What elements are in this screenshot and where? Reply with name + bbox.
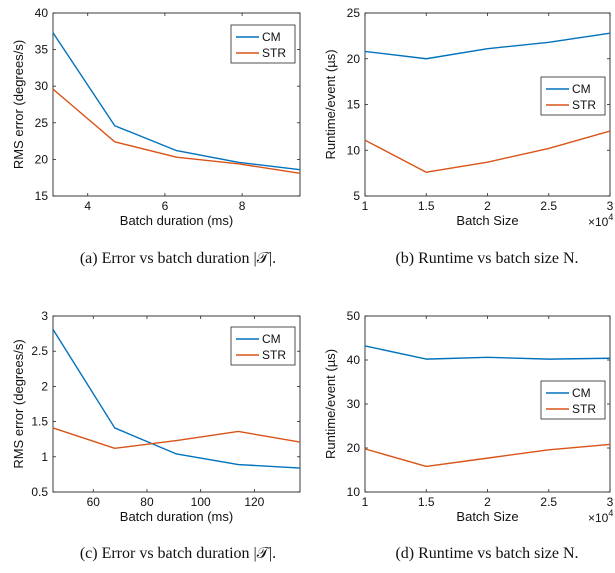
y-tick-label: 3 <box>41 309 48 323</box>
legend: CM STR <box>230 24 296 64</box>
chart-b: 1 1.5 2 2.5 3 5 10 15 20 25 Batch Size Runtime/even… <box>323 6 614 267</box>
x-axis-label: Batch duration (ms) <box>120 213 233 228</box>
chart-c: 60 80 100 120 0.5 1 1.5 2 2.5 3 Batch duration (ms… <box>11 309 301 562</box>
y-tick-label: 10 <box>347 485 361 499</box>
legend-label-cm: CM <box>262 332 281 346</box>
y-axis-label: RMS error (degrees/s) <box>11 339 26 468</box>
legend: CM STR <box>540 380 606 420</box>
x-tick-label: 120 <box>244 495 264 509</box>
x-axis-label: Batch Size <box>456 213 518 228</box>
legend-box <box>540 76 606 116</box>
y-tick-label: 35 <box>35 43 49 57</box>
y-tick-label: 20 <box>347 52 361 66</box>
legend: CM STR <box>540 76 606 116</box>
y-axis-label: Runtime/event (µs) <box>323 49 338 159</box>
legend-box <box>230 326 296 366</box>
y-tick-label: 40 <box>35 6 49 20</box>
y-tick-label: 40 <box>347 353 361 367</box>
y-axis-label: RMS error (degrees/s) <box>11 40 26 169</box>
caption: (d) Runtime vs batch size N. <box>395 545 578 562</box>
y-tick-label: 10 <box>347 143 361 157</box>
x-tick-label: 2 <box>484 199 491 213</box>
series-line-cm <box>364 32 611 60</box>
x-tick-label: 3 <box>607 199 614 213</box>
y-tick-label: 5 <box>353 189 360 203</box>
legend-label-str: STR <box>572 402 596 416</box>
series-line-str <box>52 427 301 450</box>
y-tick-label: 20 <box>35 152 49 166</box>
x-tick-label: 4 <box>84 199 91 213</box>
x-tick-label: 1 <box>362 199 369 213</box>
legend-box <box>230 24 296 64</box>
caption: (b) Runtime vs batch size N. <box>395 250 578 267</box>
y-tick-label: 2.5 <box>31 344 48 358</box>
legend-box <box>540 380 606 420</box>
x-tick-label: 100 <box>191 495 211 509</box>
x-axis-label: Batch duration (ms) <box>120 509 233 524</box>
x-tick-label: 2 <box>484 495 491 509</box>
y-tick-label: 20 <box>347 441 361 455</box>
x-tick-label: 2.5 <box>540 199 557 213</box>
legend-label-cm: CM <box>262 30 281 44</box>
caption: (c) Error vs batch duration |𝒯|. <box>80 545 276 562</box>
x-tick-label: 60 <box>87 495 101 509</box>
y-tick-label: 15 <box>35 189 49 203</box>
x-exponent-label: ×104 <box>588 508 613 525</box>
x-tick-label: 6 <box>162 199 169 213</box>
y-tick-label: 50 <box>347 309 361 323</box>
y-tick-label: 30 <box>35 79 49 93</box>
x-axis-label: Batch Size <box>456 509 518 524</box>
chart-a: 4 6 8 15 20 25 30 35 40 Batch duration (ms) RMS er… <box>11 6 301 267</box>
series-line-str <box>364 130 611 173</box>
y-tick-label: 1 <box>41 450 48 464</box>
legend-label-str: STR <box>262 348 286 362</box>
chart-d: 1 1.5 2 2.5 3 10 20 30 40 50 Batch Size Runtime/eve… <box>323 309 614 562</box>
y-tick-label: 2 <box>41 379 48 393</box>
series-line-cm <box>364 345 611 360</box>
x-exponent-label: ×104 <box>588 212 613 229</box>
x-tick-label: 80 <box>140 495 154 509</box>
legend-label-cm: CM <box>572 386 591 400</box>
x-tick-label: 3 <box>607 495 614 509</box>
legend-label-str: STR <box>572 98 596 112</box>
y-tick-label: 30 <box>347 397 361 411</box>
y-tick-label: 25 <box>35 116 49 130</box>
y-axis-label: Runtime/event (µs) <box>323 349 338 459</box>
series-line-cm <box>52 329 301 469</box>
y-tick-label: 25 <box>347 6 361 20</box>
series-line-str <box>52 88 301 174</box>
y-tick-label: 1.5 <box>31 415 48 429</box>
series-line-cm <box>52 32 301 171</box>
legend-label-cm: CM <box>572 82 591 96</box>
y-tick-label: 0.5 <box>31 485 48 499</box>
caption: (a) Error vs batch duration |𝒯|. <box>80 250 276 267</box>
legend-label-str: STR <box>262 46 286 60</box>
x-tick-label: 1.5 <box>418 199 435 213</box>
x-tick-label: 8 <box>239 199 246 213</box>
x-tick-label: 1 <box>362 495 369 509</box>
x-tick-label: 1.5 <box>418 495 435 509</box>
legend: CM STR <box>230 326 296 366</box>
series-line-str <box>364 443 611 468</box>
x-tick-label: 2.5 <box>540 495 557 509</box>
y-tick-label: 15 <box>347 98 361 112</box>
